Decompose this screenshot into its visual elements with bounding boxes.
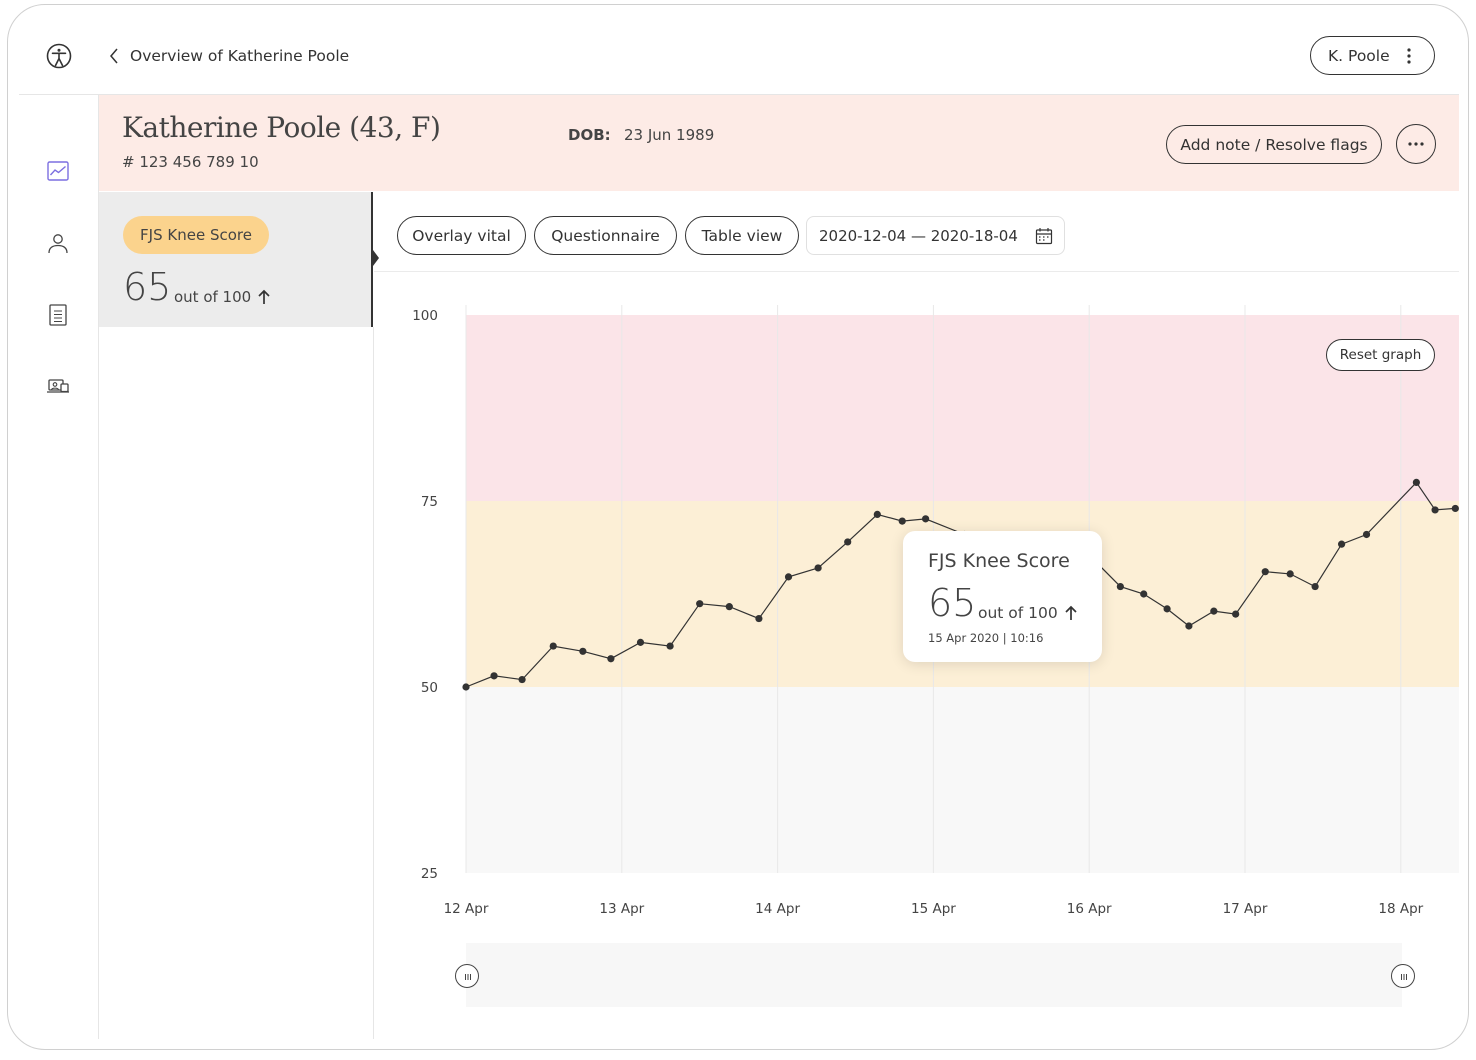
score-unit-row: out of 100 <box>174 288 271 306</box>
overlay-vital-button[interactable]: Overlay vital <box>397 216 526 255</box>
dob-value: 23 Jun 1989 <box>624 126 715 144</box>
data-point <box>784 573 793 581</box>
back-link[interactable]: Overview of Katherine Poole <box>108 45 349 67</box>
data-point <box>725 603 733 611</box>
dob-label: DOB: <box>568 126 611 144</box>
patient-name: Katherine Poole (43, F) <box>122 111 441 144</box>
patient-id: # 123 456 789 10 <box>122 153 259 171</box>
user-menu-button[interactable]: K. Poole <box>1310 36 1435 75</box>
threshold-band-0 <box>466 315 1459 501</box>
score-value: 65 <box>123 265 172 309</box>
x-tick-label-4: 16 Apr <box>1067 901 1112 917</box>
x-tick-label-3: 15 Apr <box>911 901 956 917</box>
document-icon[interactable] <box>46 303 70 327</box>
score-label-pill: FJS Knee Score <box>123 216 269 254</box>
data-point <box>696 600 704 608</box>
data-point <box>755 614 763 623</box>
panel-divider <box>373 327 374 1039</box>
graph-icon[interactable] <box>46 159 70 183</box>
arrow-up-icon <box>1065 605 1077 620</box>
data-point <box>1311 582 1319 591</box>
tooltip-value: 65 <box>928 581 977 625</box>
tooltip-unit-row: out of 100 <box>978 604 1078 622</box>
table-view-button[interactable]: Table view <box>685 216 799 255</box>
data-point <box>844 538 852 546</box>
sidebar-divider <box>98 94 99 1039</box>
range-slider-start-handle[interactable] <box>455 964 479 988</box>
data-point <box>579 647 587 655</box>
x-tick-label-2: 14 Apr <box>755 901 800 917</box>
data-point <box>1286 570 1294 578</box>
y-tick-label-0: 100 <box>412 308 438 324</box>
data-point <box>922 515 930 523</box>
data-point <box>1163 605 1171 613</box>
y-tick-label-2: 50 <box>421 680 438 696</box>
tooltip-unit: out of 100 <box>978 604 1058 622</box>
arrow-up-icon <box>258 289 270 304</box>
more-vertical-icon <box>1407 48 1411 64</box>
grip-icon <box>1401 974 1407 980</box>
data-point <box>1337 540 1346 548</box>
tooltip-title: FJS Knee Score <box>928 550 1070 572</box>
data-point <box>1116 582 1124 591</box>
back-link-label: Overview of Katherine Poole <box>130 47 350 65</box>
data-point <box>873 510 881 518</box>
add-note-button[interactable]: Add note / Resolve flags <box>1166 125 1382 164</box>
calendar-icon <box>1035 228 1053 245</box>
accessibility-logo-icon[interactable] <box>44 41 74 71</box>
data-point <box>1431 506 1439 514</box>
data-point <box>814 564 822 572</box>
data-point <box>1362 530 1371 539</box>
data-point <box>1261 568 1269 576</box>
date-range-value: 2020-12-04 — 2020-18-04 <box>819 226 1018 245</box>
data-point <box>607 655 615 663</box>
chevron-left-icon <box>110 48 118 64</box>
questionnaire-button[interactable]: Questionnaire <box>534 216 677 255</box>
grip-icon <box>465 974 471 980</box>
top-divider <box>19 94 1459 95</box>
reset-graph-button[interactable]: Reset graph <box>1326 339 1435 371</box>
data-point <box>1185 622 1193 630</box>
data-point-tooltip: FJS Knee Score 65 out of 100 15 Apr 2020… <box>903 531 1102 662</box>
range-slider-track[interactable] <box>466 943 1402 1007</box>
y-tick-label-1: 75 <box>421 494 438 510</box>
x-tick-label-1: 13 Apr <box>599 901 644 917</box>
score-unit: out of 100 <box>174 288 252 306</box>
user-name: K. Poole <box>1328 46 1390 65</box>
score-card[interactable]: FJS Knee Score 65 out of 100 <box>99 192 373 327</box>
person-icon[interactable] <box>46 231 70 255</box>
more-horizontal-icon <box>1408 142 1424 146</box>
date-range-picker[interactable]: 2020-12-04 — 2020-18-04 <box>806 216 1065 255</box>
data-point <box>1451 504 1459 513</box>
data-point <box>549 642 557 650</box>
card-selection-notch <box>373 250 379 266</box>
data-point <box>1140 590 1148 598</box>
toolbar-divider <box>374 271 1459 272</box>
data-point <box>490 672 498 680</box>
tooltip-timestamp: 15 Apr 2020 | 10:16 <box>928 631 1044 645</box>
data-point <box>666 642 674 650</box>
x-tick-label-0: 12 Apr <box>444 901 489 917</box>
more-options-button[interactable] <box>1396 124 1436 164</box>
data-point <box>636 638 645 646</box>
data-point <box>1210 607 1218 615</box>
data-point <box>1412 478 1420 486</box>
data-point <box>898 517 906 525</box>
x-tick-label-5: 17 Apr <box>1223 901 1268 917</box>
data-point <box>462 683 470 691</box>
threshold-band-2 <box>466 687 1459 873</box>
patient-header: Katherine Poole (43, F) # 123 456 789 10… <box>99 95 1459 191</box>
x-tick-label-6: 18 Apr <box>1378 901 1423 917</box>
data-point <box>518 675 526 684</box>
data-point <box>1232 610 1240 618</box>
range-slider-end-handle[interactable] <box>1391 964 1415 988</box>
video-call-icon[interactable] <box>46 375 70 399</box>
y-tick-label-3: 25 <box>421 866 438 882</box>
app-window: Overview of Katherine Poole K. Poole Kat… <box>7 4 1469 1050</box>
